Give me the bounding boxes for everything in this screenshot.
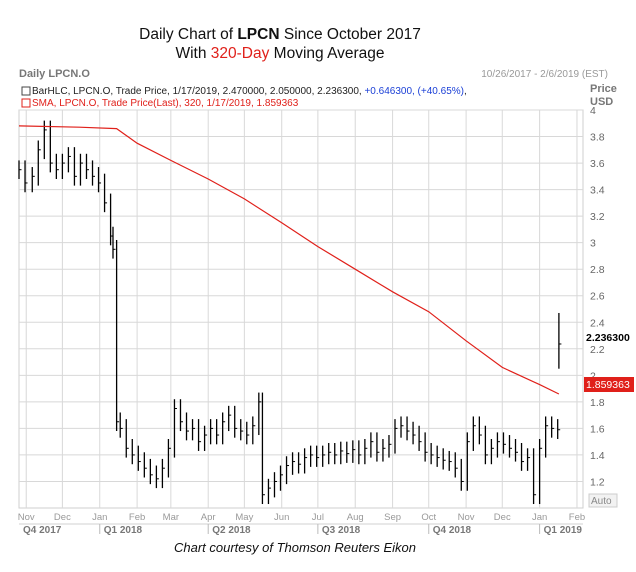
chart-axes: 1.2 1.4 1.6 1.8 2 2.2 2.4 2.6 2.8 3 3.2 3.4 3.6 3.8 4 N… (18, 105, 605, 536)
x-month-label: Feb (569, 512, 585, 523)
x-month-label: Feb (129, 512, 145, 523)
chart-header-left: Daily LPCN.O (19, 68, 90, 80)
y-tick-label: 1.8 (590, 397, 605, 409)
x-quarter-label: Q4 2018 (433, 525, 472, 536)
sma-legend-text: SMA, LPCN.O, Trade Price(Last), 320, 1/1… (32, 98, 299, 109)
x-month-label: Dec (54, 512, 71, 523)
x-month-label: Dec (494, 512, 511, 523)
last-price-badge-bg (584, 330, 634, 345)
y-tick-label: 3.8 (590, 132, 605, 144)
sma-value-badge-bg (584, 377, 634, 392)
y-tick-label: 1.6 (590, 423, 605, 435)
chart-title-line1: Daily Chart of LPCN Since October 2017 (139, 26, 421, 43)
x-quarter-label: Q4 2017 (23, 525, 62, 536)
x-month-label: Sep (384, 512, 401, 523)
sma-line-group (18, 125, 560, 395)
x-month-label: Jun (274, 512, 289, 523)
x-month-label: Nov (458, 512, 475, 523)
y-tick-label: 2.4 (590, 317, 605, 329)
price-bars (18, 120, 562, 505)
sma-legend-icon (21, 98, 31, 108)
currency-axis-title: USD (590, 96, 613, 108)
x-month-label: Jul (312, 512, 324, 523)
chart-title-line2: With 320-Day Moving Average (175, 45, 385, 62)
y-tick-label: 4 (590, 105, 596, 117)
y-tick-label: 2 (590, 370, 596, 382)
y-tick-label: 3.4 (590, 185, 605, 197)
y-tick-label: 2.2 (590, 344, 605, 356)
chart-caption: Chart courtesy of Thomson Reuters Eikon (173, 540, 417, 555)
chart-grid (18, 109, 584, 509)
y-tick-label: 3 (590, 238, 596, 250)
bar-legend-icon (21, 86, 31, 96)
plot-area-border (18, 109, 584, 509)
auto-scale-button-bg[interactable] (588, 493, 618, 508)
x-month-label: Nov (18, 512, 35, 523)
sma-value-badge: 1.859363 (586, 379, 630, 391)
auto-scale-button[interactable]: Auto (591, 496, 612, 507)
y-tick-label: 2.6 (590, 291, 605, 303)
x-month-label: Aug (347, 512, 364, 523)
x-quarter-label: Q2 2018 (212, 525, 251, 536)
y-tick-label: 1.4 (590, 450, 605, 462)
x-month-label: Apr (201, 512, 216, 523)
x-month-label: Jan (532, 512, 547, 523)
x-quarter-label: Q1 2018 (104, 525, 143, 536)
x-quarter-label: Q3 2018 (322, 525, 361, 536)
bar-legend-text: BarHLC, LPCN.O, Trade Price, 1/17/2019, … (32, 86, 467, 97)
last-price-badge: 2.236300 (586, 332, 630, 344)
x-month-label: Mar (163, 512, 179, 523)
chart-header-right: 10/26/2017 - 2/6/2019 (EST) (481, 69, 608, 80)
x-month-label: May (235, 512, 253, 523)
price-axis-title: Price (590, 83, 617, 95)
x-month-label: Oct (421, 512, 436, 523)
x-month-label: Jan (92, 512, 107, 523)
y-tick-label: 2.8 (590, 264, 605, 276)
y-tick-label: 3.6 (590, 158, 605, 170)
y-tick-label: 1.2 (590, 476, 605, 488)
y-tick-label: 3.2 (590, 211, 605, 223)
sma-line (18, 125, 560, 395)
x-quarter-label: Q1 2019 (544, 525, 583, 536)
